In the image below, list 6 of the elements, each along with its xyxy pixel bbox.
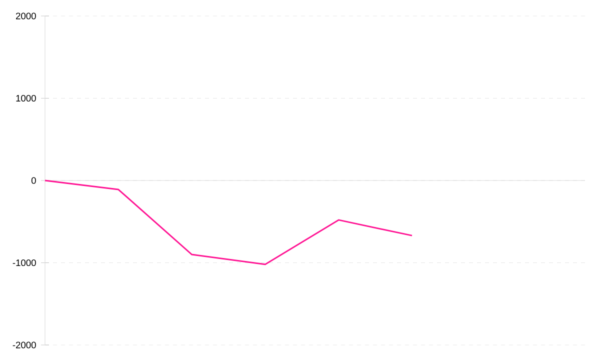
y-tick-label: 0 — [31, 177, 36, 184]
y-tick-label: -1000 — [12, 259, 36, 266]
y-tick-label: -2000 — [12, 342, 36, 348]
line-series — [44, 180, 413, 266]
y-tick-label: 1000 — [16, 94, 36, 102]
y-tick-label: 2000 — [16, 12, 36, 20]
